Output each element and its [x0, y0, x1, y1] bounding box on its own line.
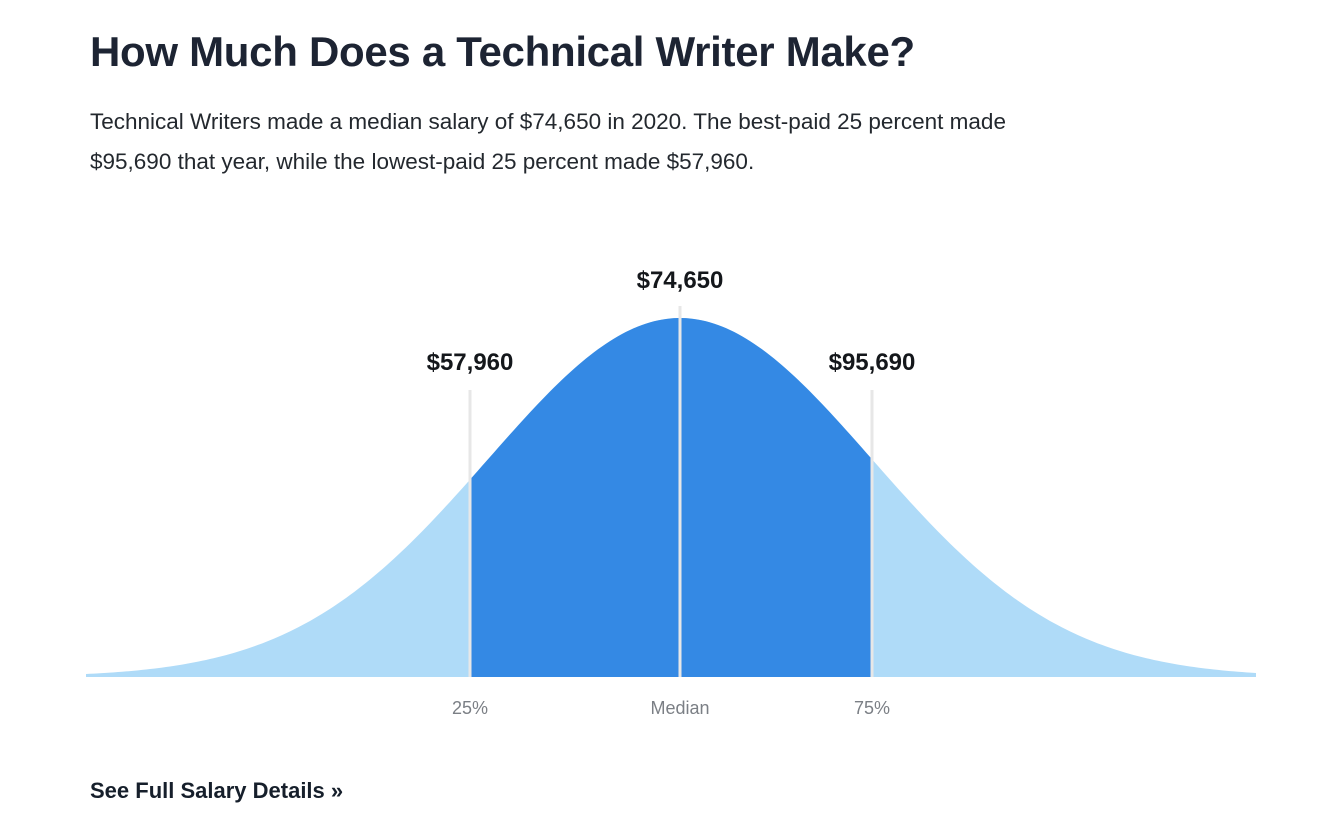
page-subtitle: Technical Writers made a median salary o…: [90, 102, 1006, 182]
p75-value-label: $95,690: [829, 349, 916, 376]
salary-bell-curve-chart: $57,960 $74,650 $95,690 25% Median 75%: [86, 267, 1256, 718]
median-axis-label: Median: [650, 698, 709, 718]
page-subtitle-line-1: Technical Writers made a median salary o…: [90, 109, 1006, 134]
full-salary-details-link[interactable]: See Full Salary Details »: [90, 778, 344, 803]
page-subtitle-line-2: $95,690 that year, while the lowest-paid…: [90, 149, 755, 174]
p25-value-label: $57,960: [427, 349, 514, 376]
p25-axis-label: 25%: [452, 698, 488, 718]
page-title: How Much Does a Technical Writer Make?: [90, 28, 915, 75]
distribution-area-interquartile: [470, 318, 872, 677]
median-value-label: $74,650: [637, 267, 724, 294]
p75-axis-label: 75%: [854, 698, 890, 718]
